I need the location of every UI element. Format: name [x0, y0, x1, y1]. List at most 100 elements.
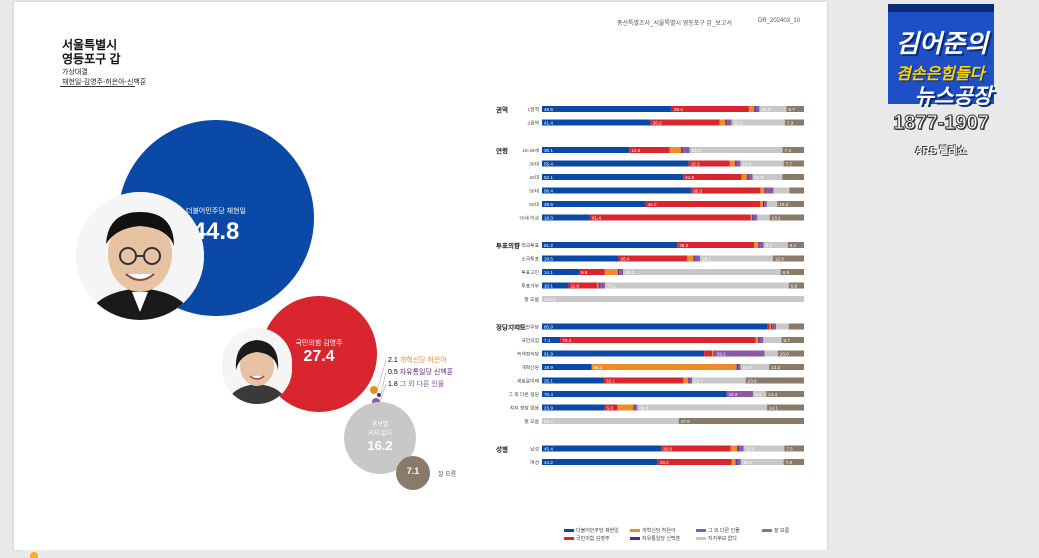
group-label: 성별 [496, 445, 508, 454]
bar-segment [568, 282, 598, 289]
bar-value-label: 45.4 [544, 446, 553, 451]
bar-segment [542, 391, 727, 397]
bar-segment [618, 255, 688, 262]
bar-value-label: 75.3 [562, 338, 571, 343]
bar-segment [542, 377, 605, 384]
bar-segment [617, 269, 620, 275]
bar-segment [753, 391, 767, 397]
bar-segment [759, 106, 787, 112]
bar-segment [735, 459, 737, 465]
bar-segment [712, 350, 714, 357]
bar-segment [788, 323, 804, 330]
matchup-candidates: 채현일-김영주-허은아-신백훈 [62, 79, 147, 86]
legend-swatch [630, 537, 640, 541]
bar-segment [740, 459, 784, 465]
bar-value-label: 15.5 [691, 161, 700, 166]
report-header-code: DR_202403_10 [758, 18, 801, 24]
bar-segment [677, 242, 755, 248]
bar-segment [736, 364, 738, 370]
legend-item: 지지후보 없다 [696, 535, 737, 542]
bar-value-label: 9.2 [766, 243, 773, 248]
bar-value-label: 7.8 [786, 460, 793, 465]
legend-label: 잘 모름 [774, 528, 790, 534]
bar-segment [769, 214, 804, 221]
bar-segment [542, 255, 619, 262]
bar-segment [629, 147, 670, 153]
group-label: 권역 [496, 105, 508, 114]
legend-label: 더불어민주당 채현일 [576, 528, 619, 534]
row-label: 2권역 [528, 120, 540, 127]
bar-segment [542, 364, 592, 370]
bar-segment [690, 187, 761, 194]
matchup-label: 가상대결 [62, 69, 88, 76]
bar-value-label: 26.6 [663, 446, 672, 451]
bar-value-label: 10.2 [728, 392, 737, 397]
row-label: 50대 [529, 188, 539, 195]
bar-value-label: 29.4 [674, 107, 683, 112]
bar-segment [783, 160, 804, 167]
bar-value-label: 18.9 [544, 365, 553, 370]
bar-segment [788, 282, 804, 289]
bar-value-label: 10.1 [544, 283, 553, 288]
bar-segment [714, 350, 765, 357]
bar-segment [542, 269, 579, 275]
legend-item: 개혁신당 허은아 [630, 527, 676, 534]
minor-value: 0.5 [388, 369, 398, 376]
legend-label: 국민의힘 김영주 [576, 536, 610, 542]
bar-segment [657, 459, 732, 465]
bar-segment [633, 404, 635, 411]
bar-segment [599, 282, 606, 289]
minor-value: 1.8 [388, 381, 398, 388]
bar-segment [604, 269, 618, 275]
show-logo: 김어준의 겸손은힘들다 뉴스공장 [886, 4, 996, 108]
bar-value-label: 10.0 [780, 351, 789, 356]
bar-value-label: 52.2 [544, 419, 553, 424]
bar-segment [780, 269, 804, 275]
legend-swatch [696, 537, 706, 541]
bar-value-label: 10.3 [761, 107, 770, 112]
bar-segment [645, 201, 761, 207]
bar-value-label: 18.3 [544, 215, 553, 220]
bar-segment [754, 106, 756, 112]
legend-swatch [696, 529, 706, 533]
bar-segment [781, 337, 804, 343]
bar-segment [542, 160, 689, 167]
bar-value-label: 10.9 [743, 365, 752, 370]
bar-segment [752, 174, 783, 180]
bar-value-label: 7.5 [786, 446, 793, 451]
bar-segment [755, 337, 759, 343]
bar-segment [542, 242, 678, 248]
bar-value-label: 29.2 [679, 243, 688, 248]
legend-label: 자유통일당 신백훈 [642, 536, 681, 542]
bar-segment [687, 255, 694, 262]
bar-segment [671, 106, 749, 112]
bar-segment [736, 459, 741, 465]
bar-segment [729, 160, 736, 167]
legend-item: 국민의힘 김영주 [564, 535, 610, 542]
chart-legend: 더불어민주당 채현일 국민의힘 김영주 개혁신당 허은아 자유통일당 신백훈 그 외 다… [564, 527, 827, 545]
bar-segment [604, 377, 684, 384]
bar-segment [689, 377, 693, 384]
row-label: 18-29세 [522, 147, 539, 154]
bar-segment [604, 404, 618, 411]
row-label: 더불어민주당 [513, 324, 540, 331]
bar-segment [591, 364, 737, 370]
bar-value-label: 5.0 [607, 405, 614, 410]
bar-segment [769, 364, 804, 370]
bar-value-label: 6.1 [790, 243, 797, 248]
legend-label: 개혁신당 허은아 [642, 528, 676, 534]
bar-value-label: 60.1 [625, 270, 634, 275]
bar-value-label: 70.4 [544, 392, 553, 397]
bar-segment [760, 201, 763, 207]
minor-value: 2.1 [388, 357, 398, 364]
jayu-dot [377, 393, 381, 397]
bar-segment [784, 119, 804, 126]
bar-segment [542, 350, 705, 357]
bar-value-label: 49.5 [544, 107, 553, 112]
row-label: 그 외 다른 정당 [509, 391, 540, 398]
bar-segment [736, 160, 741, 167]
bar-value-label: 52.1 [544, 175, 553, 180]
bar-segment [713, 350, 715, 357]
bar-segment [743, 445, 785, 452]
region-title: 서울특별시 영등포구 갑 [62, 38, 121, 66]
